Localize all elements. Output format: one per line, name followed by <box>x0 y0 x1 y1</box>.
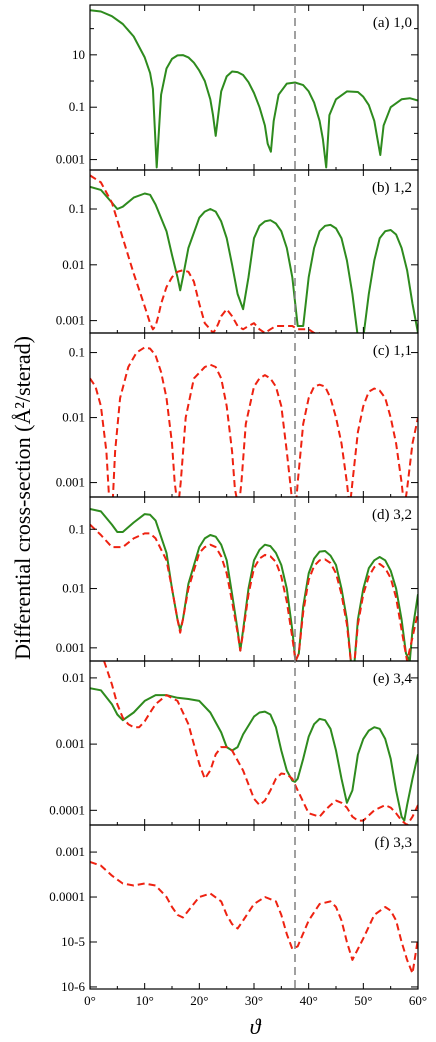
x-tick-label: 10° <box>136 993 154 1008</box>
y-tick-label: 10-5 <box>61 934 85 949</box>
series-solid-line <box>90 185 418 333</box>
panel-label: (d) 3,2 <box>372 507 412 523</box>
y-tick-label: 0.1 <box>69 201 85 216</box>
series-dashed-line <box>90 861 418 975</box>
y-tick-label: 0.001 <box>56 313 85 328</box>
panel-label: (f) 3,3 <box>375 835 413 851</box>
series-solid-line <box>90 687 418 822</box>
x-tick-label: 0° <box>84 993 96 1008</box>
panel-4: 0.001 0.01 0.1 (d) 3,2 <box>56 496 419 662</box>
y-tick-label: 10-6 <box>61 979 85 994</box>
y-tick-label: 0.001 <box>56 844 85 859</box>
y-tick-label: 0.001 <box>56 640 85 655</box>
panel-6: 10-6 10-5 0.0001 0.001 (f) 3,3 <box>49 824 419 994</box>
x-axis-title: ϑ <box>250 1014 262 1039</box>
panel-2: 0.001 0.01 0.1 (b) 1,2 <box>56 169 419 334</box>
y-tick-label: 0.01 <box>62 410 85 425</box>
y-tick-label: 0.001 <box>56 736 85 751</box>
x-tick-label: 50° <box>354 993 372 1008</box>
panel-label: (a) 1,0 <box>373 15 412 31</box>
y-tick-label: 0.01 <box>62 257 85 272</box>
x-tick-label: 30° <box>245 993 263 1008</box>
y-tick-label: 0.0001 <box>49 889 85 904</box>
panel-frame <box>89 824 419 990</box>
y-tick-label: 0.01 <box>62 581 85 596</box>
panel-frame <box>89 332 419 498</box>
x-tick-label: 40° <box>300 993 318 1008</box>
y-tick-label: 0.1 <box>69 345 85 360</box>
panel-1: 0.001 0.1 10 (a) 1,0 <box>56 4 419 171</box>
panel-label: (e) 3,4 <box>373 671 413 687</box>
x-tick-label: 60° <box>409 993 427 1008</box>
y-tick-label: 0.01 <box>62 670 85 685</box>
y-tick-label: 0.1 <box>69 521 85 536</box>
panel-5: 0.0001 0.001 0.01 (e) 3,4 <box>49 660 419 826</box>
series-dashed-line <box>103 661 418 825</box>
y-tick-label: 0.001 <box>56 152 85 167</box>
panel-frame <box>89 169 419 334</box>
y-axis-title: Differential cross-section (Å²/sterad) <box>10 336 35 660</box>
panel-label: (c) 1,1 <box>373 343 412 359</box>
panel-frame <box>89 4 419 171</box>
series-solid-line <box>90 508 418 661</box>
series-dashed-line <box>90 346 418 497</box>
series-solid-line <box>90 9 418 169</box>
series-dashed-line <box>90 523 418 661</box>
y-tick-label: 0.001 <box>56 475 85 490</box>
y-tick-label: 0.1 <box>69 99 85 114</box>
panel-frame <box>89 660 419 826</box>
y-tick-label: 0.0001 <box>49 802 85 817</box>
y-tick-label: 10 <box>72 47 85 62</box>
panel-3: 0.001 0.01 0.1 (c) 1,1 <box>56 332 419 498</box>
x-axis-ticks: 0° 10° 20° 30° 40° 50° 60° <box>84 993 427 1008</box>
x-tick-label: 20° <box>190 993 208 1008</box>
panel-label: (b) 1,2 <box>372 180 412 196</box>
series-dashed-line <box>90 174 320 333</box>
